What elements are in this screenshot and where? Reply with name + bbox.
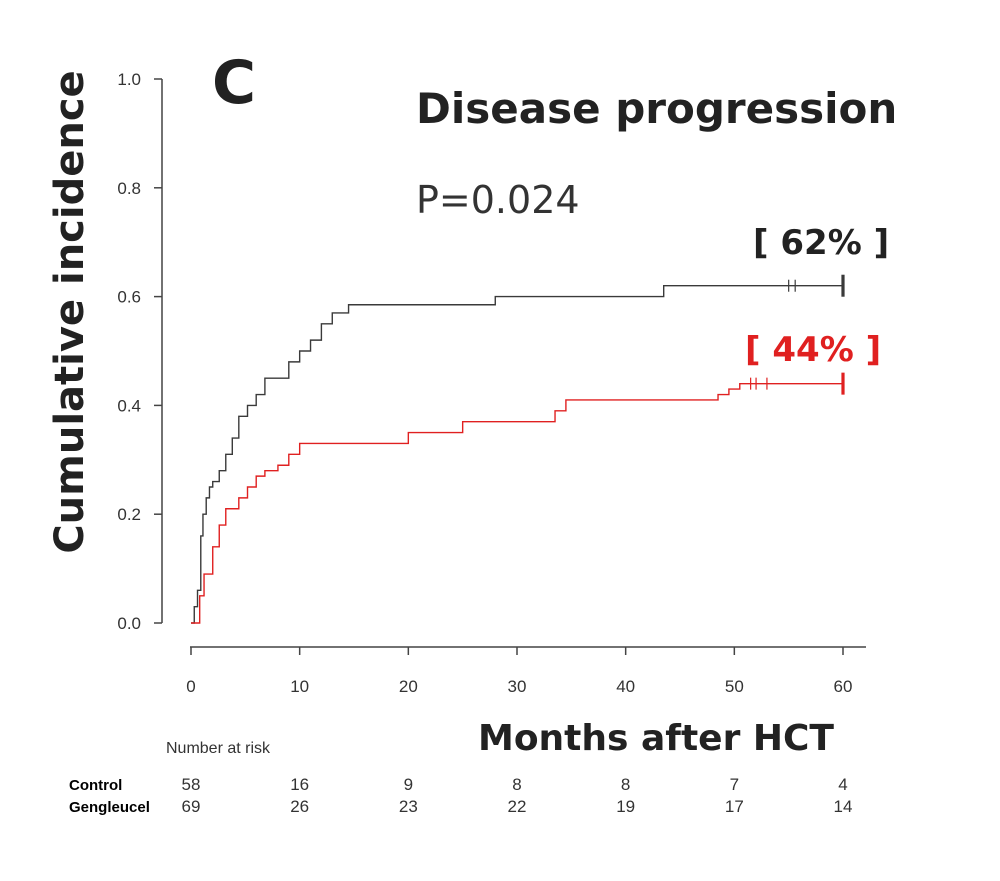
risk-value-gengleucel: 19 <box>616 797 635 816</box>
end-label-control: [ 62% ] <box>753 223 889 263</box>
x-tick-label: 40 <box>616 677 635 696</box>
series-line-control <box>191 285 843 624</box>
y-tick-label: 0.8 <box>117 179 141 198</box>
axes <box>161 79 866 648</box>
x-tick-label: 0 <box>186 677 195 696</box>
risk-row-label-control: Control <box>69 777 122 794</box>
y-axis-label: Cumulative incidence <box>47 70 93 553</box>
curves <box>191 274 845 624</box>
y-tick-label: 1.0 <box>117 70 141 89</box>
x-tick-label: 10 <box>290 677 309 696</box>
x-tick-label: 20 <box>399 677 418 696</box>
panel-label: C <box>212 48 256 118</box>
risk-table-values: 58 16 9 8 8 7 4 69 26 23 22 19 17 14 <box>182 775 853 816</box>
series-line-gengleucel <box>191 382 843 624</box>
risk-row-label-gengleucel: Gengleucel <box>69 799 150 816</box>
x-ticks: 0 10 20 30 40 50 60 <box>186 647 852 696</box>
y-tick-label: 0.0 <box>117 614 141 633</box>
risk-table-header: Number at risk <box>166 740 271 757</box>
risk-value-gengleucel: 17 <box>725 797 744 816</box>
risk-value-gengleucel: 69 <box>182 797 201 816</box>
y-ticks: 0.0 0.2 0.4 0.6 0.8 1.0 <box>117 70 162 633</box>
risk-value-control: 9 <box>404 775 413 794</box>
risk-value-gengleucel: 14 <box>834 797 853 816</box>
chart-title: Disease progression <box>416 84 897 133</box>
risk-value-control: 58 <box>182 775 201 794</box>
x-tick-label: 60 <box>834 677 853 696</box>
risk-value-control: 16 <box>290 775 309 794</box>
risk-value-control: 8 <box>621 775 630 794</box>
y-tick-label: 0.4 <box>117 396 141 415</box>
p-value-annotation: P=0.024 <box>416 178 580 222</box>
risk-value-gengleucel: 26 <box>290 797 309 816</box>
x-tick-label: 50 <box>725 677 744 696</box>
risk-value-control: 7 <box>730 775 739 794</box>
risk-value-gengleucel: 23 <box>399 797 418 816</box>
risk-value-control: 4 <box>838 775 847 794</box>
x-tick-label: 30 <box>508 677 527 696</box>
risk-value-gengleucel: 22 <box>508 797 527 816</box>
y-tick-label: 0.6 <box>117 288 141 307</box>
y-tick-label: 0.2 <box>117 505 141 524</box>
end-label-gengleucel: [ 44% ] <box>745 330 881 370</box>
risk-value-control: 8 <box>512 775 521 794</box>
x-axis-label: Months after HCT <box>478 718 834 759</box>
